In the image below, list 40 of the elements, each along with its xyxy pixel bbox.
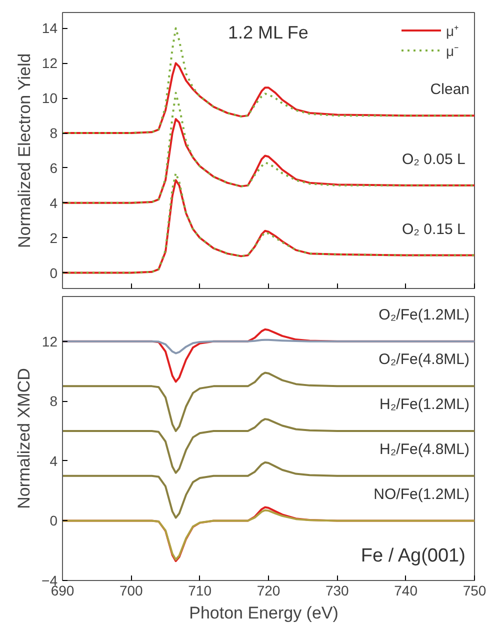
annotation: Fe / Ag(001): [360, 546, 466, 566]
y-tick-label: 2: [50, 230, 58, 246]
y-tick-label: 12: [42, 333, 58, 350]
annotation: O₂ 0.15 L: [402, 220, 466, 238]
y-axis-title: Normalized XMCD: [14, 368, 34, 509]
annotation: O₂/Fe(4.8ML): [378, 351, 470, 368]
y-tick-label: 0: [50, 264, 58, 281]
line-series: [62, 338, 474, 354]
y-tick-label: 12: [42, 55, 58, 72]
y-axis-title: Normalized Electron Yield: [14, 53, 34, 248]
annotation: O₂ 0.05 L: [402, 150, 466, 168]
y-tick-label: 4: [50, 452, 58, 469]
line-series: [62, 27, 474, 134]
annotation: O₂/Fe(1.2ML): [378, 306, 470, 324]
y-tick-label: 10: [42, 90, 58, 106]
x-tick-label: 710: [188, 582, 212, 598]
y-tick-label: 8: [50, 125, 58, 142]
y-tick-label: 6: [50, 160, 58, 176]
legend-label: μ⁺: [446, 22, 460, 40]
annotation: Clean: [430, 81, 470, 98]
x-axis-title: Photon Energy (eV): [189, 604, 338, 622]
y-tick-label: 14: [42, 20, 58, 36]
x-tick-label: 750: [462, 582, 486, 598]
annotation: 1.2 ML Fe: [228, 22, 308, 42]
x-tick-label: 700: [119, 582, 144, 598]
annotation: H₂/Fe(1.2ML): [379, 396, 470, 414]
annotation: NO/Fe(1.2ML): [374, 486, 470, 503]
line-series: [62, 62, 474, 134]
y-tick-label: 4: [50, 194, 58, 211]
line-series: [62, 118, 474, 204]
legend-label: μ⁻: [446, 42, 460, 60]
x-tick-label: 740: [394, 582, 418, 598]
line-series: [62, 461, 474, 519]
line-series: [62, 372, 474, 432]
x-tick-label: 720: [256, 582, 280, 598]
annotation: H₂/Fe(4.8ML): [379, 440, 470, 458]
y-tick-label: 8: [50, 393, 58, 410]
y-tick-label: 0: [50, 512, 58, 529]
x-tick-label: 730: [325, 582, 350, 598]
line-series: [62, 418, 474, 474]
